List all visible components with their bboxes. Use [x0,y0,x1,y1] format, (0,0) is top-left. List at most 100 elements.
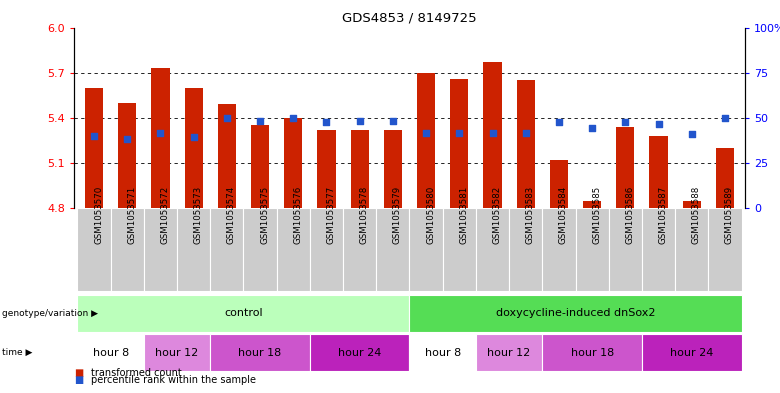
Text: GSM1053579: GSM1053579 [393,186,402,244]
Text: hour 18: hour 18 [570,348,614,358]
Text: GSM1053575: GSM1053575 [260,186,269,244]
Bar [542,208,576,291]
Bar [675,208,708,291]
Bar [85,88,103,208]
Point [486,130,498,136]
Point [321,119,333,125]
Bar [616,127,634,208]
Bar [211,208,243,291]
Bar [350,130,369,208]
Bar [144,208,177,291]
Text: GSM1053573: GSM1053573 [193,186,203,244]
Bar [708,208,742,291]
Text: GSM1053587: GSM1053587 [658,186,668,244]
Bar [151,68,169,208]
Bar [77,208,111,291]
Bar [376,208,410,291]
Text: control: control [224,309,263,318]
Bar [410,208,443,291]
Bar [118,103,136,208]
Bar [417,73,435,208]
Text: GSM1053588: GSM1053588 [692,186,700,244]
Text: hour 12: hour 12 [155,348,199,358]
Bar [642,334,742,371]
Text: time ▶: time ▶ [2,348,32,357]
Bar [384,130,402,208]
Point [586,125,598,132]
Point [420,130,432,136]
Bar [77,295,410,332]
Bar [484,62,502,208]
Text: GSM1053589: GSM1053589 [725,186,734,244]
Text: GSM1053571: GSM1053571 [127,186,136,244]
Point [619,119,632,125]
Bar [410,334,476,371]
Text: GSM1053585: GSM1053585 [592,186,601,244]
Text: percentile rank within the sample: percentile rank within the sample [91,375,257,386]
Bar [476,334,542,371]
Point [519,130,532,136]
Text: transformed count: transformed count [91,368,182,378]
Text: ■: ■ [74,368,83,378]
Text: GSM1053574: GSM1053574 [227,186,236,244]
Bar [185,88,203,208]
Bar [550,160,568,208]
Bar [243,208,277,291]
Bar [450,79,469,208]
Bar [251,125,269,208]
Bar [144,334,211,371]
Bar [310,334,410,371]
Bar [343,208,376,291]
Bar [317,130,335,208]
Text: doxycycline-induced dnSox2: doxycycline-induced dnSox2 [496,309,655,318]
Bar [277,208,310,291]
Point [154,130,167,136]
Bar [111,208,144,291]
Point [88,133,101,139]
Point [718,115,731,121]
Text: hour 12: hour 12 [488,348,530,358]
Point [453,130,466,136]
Point [221,115,233,121]
Text: GSM1053580: GSM1053580 [426,186,435,244]
Bar [650,136,668,208]
Text: GSM1053586: GSM1053586 [626,186,634,244]
Point [121,136,133,142]
Point [652,121,665,127]
Text: hour 8: hour 8 [424,348,461,358]
Text: GSM1053581: GSM1053581 [459,186,468,244]
Bar [716,148,734,208]
Point [353,118,366,124]
Bar [476,208,509,291]
Bar [642,208,675,291]
Text: GDS4853 / 8149725: GDS4853 / 8149725 [342,12,477,25]
Bar [576,208,608,291]
Text: hour 24: hour 24 [338,348,381,358]
Bar [218,104,236,208]
Text: hour 24: hour 24 [670,348,714,358]
Point [187,134,200,141]
Text: hour 18: hour 18 [239,348,282,358]
Bar [608,208,642,291]
Bar [509,208,542,291]
Bar [310,208,343,291]
Text: GSM1053577: GSM1053577 [327,186,335,244]
Text: GSM1053584: GSM1053584 [559,186,568,244]
Bar [410,295,742,332]
Bar [542,334,642,371]
Text: GSM1053578: GSM1053578 [360,186,369,244]
Text: GSM1053570: GSM1053570 [94,186,103,244]
Bar [682,201,701,208]
Bar [177,208,211,291]
Text: genotype/variation ▶: genotype/variation ▶ [2,309,98,318]
Point [553,119,566,125]
Bar [583,201,601,208]
Bar [77,334,144,371]
Bar [516,80,535,208]
Point [254,118,266,124]
Text: GSM1053583: GSM1053583 [526,186,535,244]
Point [287,115,300,121]
Text: ■: ■ [74,375,83,386]
Point [387,118,399,124]
Text: GSM1053572: GSM1053572 [161,186,169,244]
